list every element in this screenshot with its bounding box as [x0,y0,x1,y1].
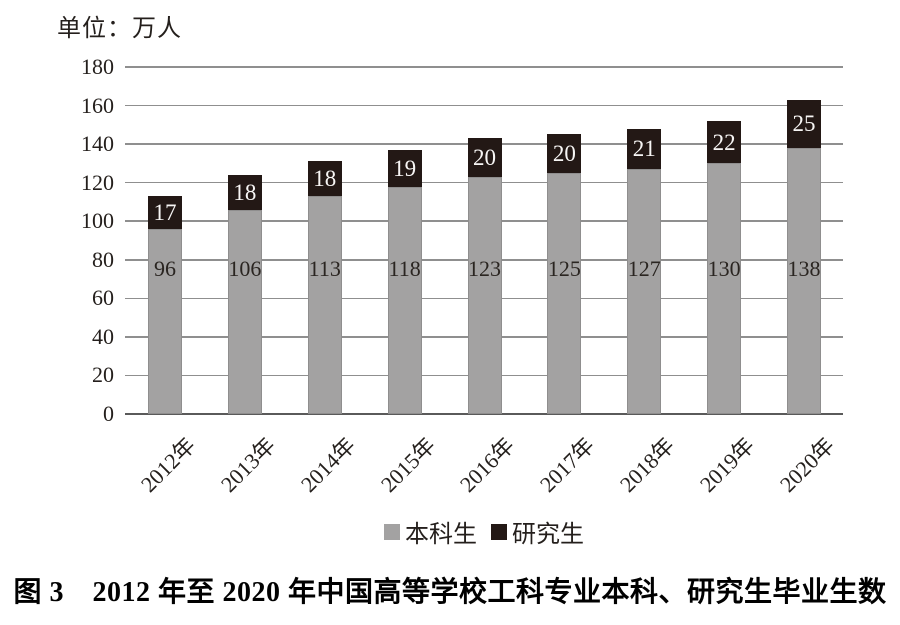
undergraduate-value-label: 106 [228,256,262,281]
bar-segment-postgraduate: 20 [547,134,582,174]
postgraduate-value-label: 17 [153,200,177,226]
legend-item-postgraduate: 研究生 [491,514,584,549]
postgraduate-value-label: 18 [313,166,337,192]
undergraduate-value-label: 127 [627,256,661,281]
gridline [125,66,843,68]
y-axis-tick-label: 120 [81,169,114,195]
postgraduate-value-label: 19 [393,155,417,181]
bar-segment-undergraduate [148,228,182,414]
postgraduate-value-label: 18 [233,179,257,205]
postgraduate-value-label: 22 [712,129,736,155]
x-axis-tick-label: 2016年 [455,432,520,497]
postgraduate-value-label: 25 [792,111,816,137]
postgraduate-value-label: 20 [473,145,496,171]
y-axis-tick-label: 140 [81,131,114,157]
bar-segment-undergraduate [627,169,662,414]
bar-segment-undergraduate [467,176,502,414]
undergraduate-value-label: 138 [787,256,821,281]
bar-segment-postgraduate: 25 [787,99,821,148]
bar-segment-undergraduate [387,186,422,414]
bar-segment-undergraduate [307,196,342,414]
legend-swatch-postgraduate-icon [491,523,507,540]
y-axis-tick-label: 60 [92,285,114,311]
bar-segment-postgraduate: 17 [148,196,182,229]
gridline [125,104,843,107]
figure-caption: 图 3 2012 年至 2020 年中国高等学校工科专业本科、研究生毕业生数 [13,577,887,608]
y-axis-tick-label: 180 [81,54,114,79]
x-axis-tick-label: 2013年 [215,432,281,497]
bar-segment-postgraduate: 18 [227,174,262,210]
x-axis-tick-label: 2017年 [535,432,600,497]
legend-label-postgraduate: 研究生 [512,522,584,548]
undergraduate-value-label: 113 [308,256,341,281]
undergraduate-value-label: 125 [547,256,581,281]
postgraduate-value-label: 21 [632,136,656,162]
x-axis-tick-label: 2015年 [375,432,440,497]
undergraduate-value-label: 123 [468,256,501,281]
chart-legend: 本科生 研究生 [125,514,843,549]
x-axis-tick-label: 2019年 [694,432,760,497]
x-axis-tick-label: 2014年 [295,432,360,497]
undergraduate-value-label: 118 [388,256,421,281]
bar-segment-undergraduate [787,147,821,414]
undergraduate-value-label: 130 [707,256,741,281]
x-axis-tick-label: 2012年 [135,432,201,497]
y-axis-tick-label: 160 [81,92,114,118]
bar-segment-undergraduate [707,163,742,414]
y-axis-tick-label: 40 [92,323,114,349]
legend-item-undergraduate: 本科生 [384,514,477,549]
bar-segment-postgraduate: 18 [307,161,342,197]
undergraduate-value-label: 96 [154,256,176,281]
bar-segment-postgraduate: 21 [627,128,662,170]
bar-segment-postgraduate: 22 [707,120,742,164]
bar-segment-undergraduate [547,173,582,414]
y-axis-tick-label: 20 [92,362,114,388]
legend-swatch-undergraduate-icon [384,523,400,540]
bar-segment-postgraduate: 19 [387,149,422,187]
y-axis-tick-label: 100 [81,208,114,234]
x-axis-tick-label: 2018年 [615,432,680,497]
y-axis-unit-label: 单位：万人 [57,16,182,42]
stacked-bar-chart: 180 160 140 120 100 80 60 40 20 0 17 96 2012年 18 106 20… [81,54,843,497]
bar-segment-postgraduate: 20 [467,138,502,177]
postgraduate-value-label: 20 [552,141,576,167]
y-axis-tick-label: 0 [103,401,114,426]
x-axis-tick-label: 2020年 [774,432,840,497]
legend-label-undergraduate: 本科生 [405,522,477,548]
y-axis-tick-label: 80 [92,246,114,272]
x-axis-line [125,413,843,415]
bar-segment-undergraduate [227,209,262,414]
